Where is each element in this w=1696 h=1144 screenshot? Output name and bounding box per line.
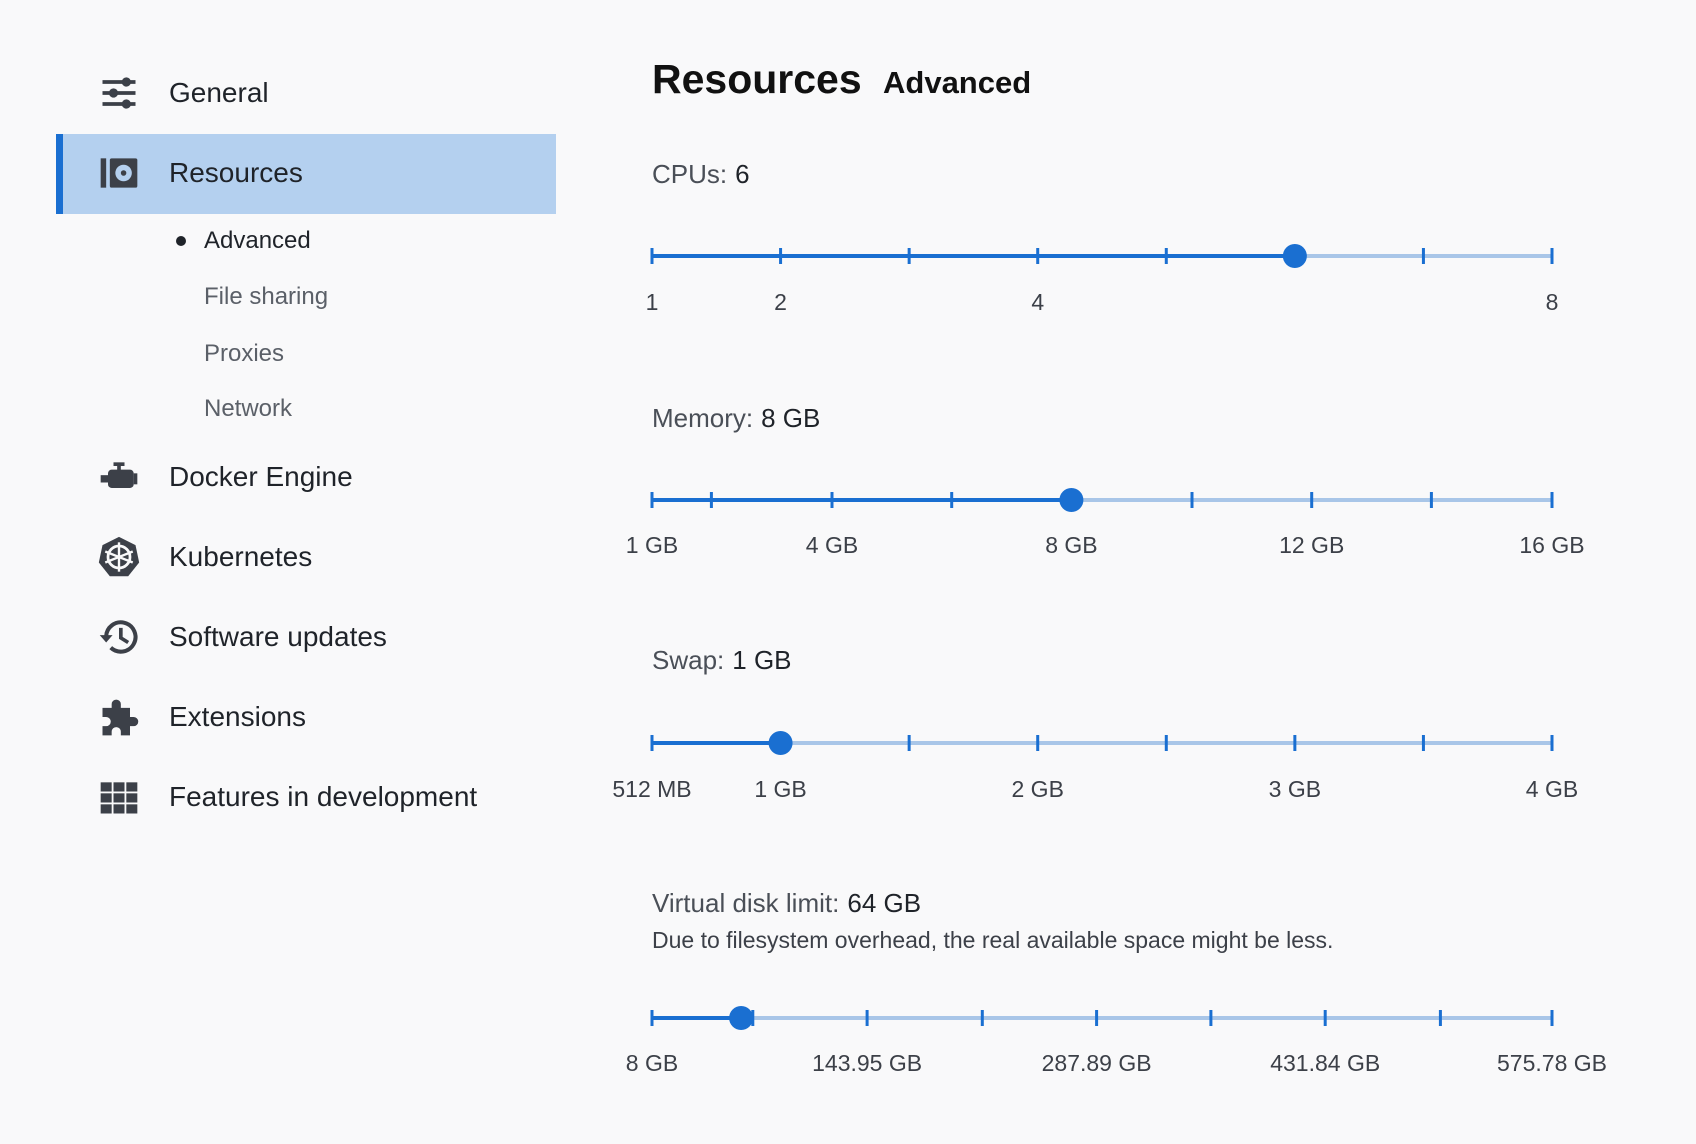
label: CPUs: — [652, 159, 727, 189]
tab[interactable]: Advanced — [883, 65, 1031, 100]
thumb[interactable] — [768, 731, 793, 755]
tick-label: 2 GB — [1012, 776, 1064, 802]
tick-label: 8 GB — [626, 1050, 678, 1076]
page-title: Resources — [652, 56, 862, 102]
icon-engine — [100, 462, 138, 488]
tick-label: 16 GB — [1519, 532, 1584, 558]
icon-features — [100, 782, 138, 814]
icon-resources — [100, 158, 138, 188]
bullet — [176, 236, 186, 246]
sub-item[interactable]: Advanced — [204, 227, 311, 254]
nav-item[interactable]: Kubernetes — [169, 541, 313, 572]
label: Virtual disk limit: — [652, 888, 839, 918]
nav-item[interactable]: Docker Engine — [169, 461, 353, 492]
icon-extensions — [102, 699, 139, 736]
sub-item[interactable]: Network — [204, 395, 293, 422]
slider-label: Memory: 8 GB — [652, 403, 820, 433]
tick-label: 143.95 GB — [812, 1050, 922, 1076]
tick-label: 512 MB — [612, 776, 691, 802]
slider-label: CPUs: 6 — [652, 159, 750, 189]
nav-item[interactable]: Software updates — [169, 621, 387, 652]
nav-item[interactable]: Resources — [169, 157, 303, 188]
tick-label: 4 GB — [1526, 776, 1578, 802]
nav-item[interactable]: General — [169, 77, 269, 108]
value: 8 GB — [761, 403, 820, 433]
tick-label: 431.84 GB — [1270, 1050, 1380, 1076]
tick-label: 3 GB — [1269, 776, 1321, 802]
tick-label: 1 GB — [626, 532, 678, 558]
thumb[interactable] — [729, 1006, 754, 1030]
label: Memory: — [652, 403, 753, 433]
tick-label: 1 — [646, 289, 659, 315]
value: 6 — [735, 159, 749, 189]
tick-label: 287.89 GB — [1042, 1050, 1152, 1076]
tick-label: 4 GB — [806, 532, 858, 558]
label: Swap: — [652, 645, 724, 675]
tick-label: 575.78 GB — [1497, 1050, 1607, 1076]
icon-kubernetes — [98, 536, 140, 577]
tick-label: 8 — [1546, 289, 1559, 315]
selected-row — [56, 134, 556, 214]
tick-label: 2 — [774, 289, 787, 315]
tick-label: 4 — [1031, 289, 1044, 315]
thumb[interactable] — [1059, 488, 1084, 512]
icon-general — [102, 77, 136, 109]
tick-label: 1 GB — [754, 776, 806, 802]
thumb[interactable] — [1282, 244, 1307, 268]
tick-label: 8 GB — [1045, 532, 1097, 558]
slider-label: Virtual disk limit: 64 GB — [652, 888, 921, 918]
sub-item[interactable]: Proxies — [204, 340, 285, 367]
tick-label: 12 GB — [1279, 532, 1344, 558]
note: Due to filesystem overhead, the real ava… — [652, 927, 1333, 953]
value: 1 GB — [732, 645, 791, 675]
nav-item[interactable]: Features in development — [169, 781, 478, 812]
sub-item[interactable]: File sharing — [204, 283, 329, 310]
icon-updates — [99, 620, 138, 654]
value: 64 GB — [847, 888, 921, 918]
slider-label: Swap: 1 GB — [652, 645, 792, 675]
nav-item[interactable]: Extensions — [169, 701, 306, 732]
